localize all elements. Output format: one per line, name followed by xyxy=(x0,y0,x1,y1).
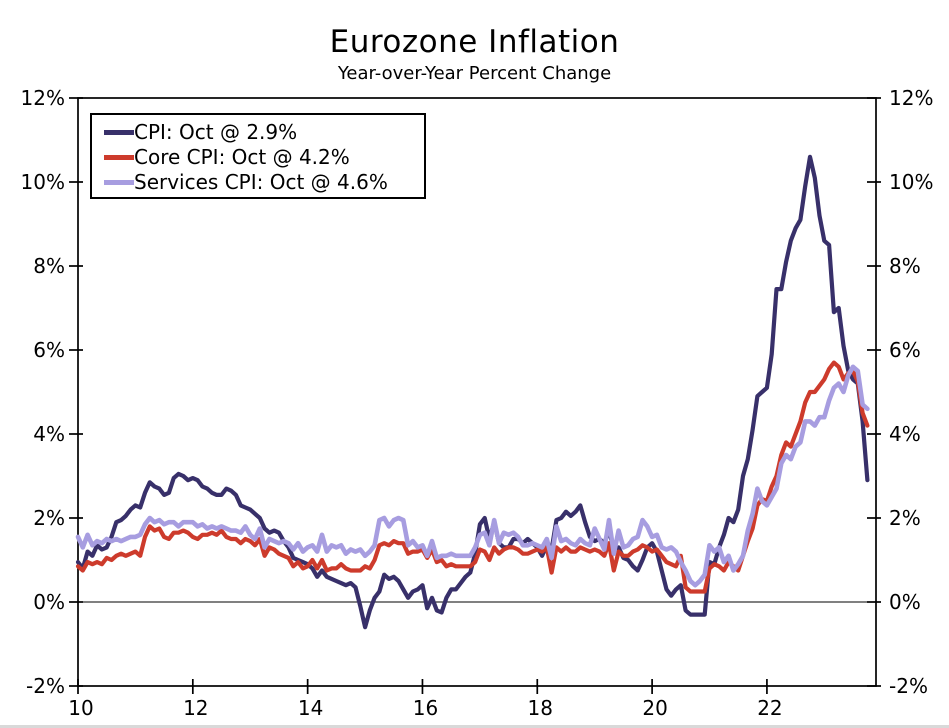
legend-item: Services CPI: Oct @ 4.6% xyxy=(104,170,424,195)
x-axis-label: 16 xyxy=(413,696,438,720)
y-axis-label-right: 0% xyxy=(889,590,921,614)
y-axis-label-right: 12% xyxy=(889,86,933,110)
y-axis-label-left: 2% xyxy=(33,506,65,530)
core-cpi-line-swatch xyxy=(104,155,134,160)
cpi-line-swatch xyxy=(104,130,134,135)
y-axis-label-right: 10% xyxy=(889,170,933,194)
y-axis-label-left: 4% xyxy=(33,422,65,446)
chart-subtitle: Year-over-Year Percent Change xyxy=(337,63,612,84)
x-axis-label: 22 xyxy=(757,696,782,720)
legend-item: CPI: Oct @ 2.9% xyxy=(104,120,424,145)
x-axis-label: 18 xyxy=(528,696,553,720)
y-axis-label-right: -2% xyxy=(889,674,928,698)
chart-title: Eurozone Inflation xyxy=(329,24,620,60)
window-edge xyxy=(0,725,949,728)
y-axis-label-left: 8% xyxy=(33,254,65,278)
y-axis-label-left: -2% xyxy=(26,674,65,698)
legend: CPI: Oct @ 2.9% Core CPI: Oct @ 4.2% Ser… xyxy=(90,113,426,199)
y-axis-label-right: 4% xyxy=(889,422,921,446)
y-axis-label-right: 2% xyxy=(889,506,921,530)
y-axis-label-left: 10% xyxy=(21,170,65,194)
line-services-cpi xyxy=(75,364,870,588)
y-axis-label-left: 6% xyxy=(33,338,65,362)
x-axis-label: 20 xyxy=(642,696,667,720)
plot-border xyxy=(77,97,877,687)
legend-item: Core CPI: Oct @ 4.2% xyxy=(104,145,424,170)
x-axis-label: 14 xyxy=(298,696,323,720)
services-cpi-line-swatch xyxy=(104,180,134,185)
x-axis-label: 12 xyxy=(183,696,208,720)
legend-label-services-cpi: Services CPI: Oct @ 4.6% xyxy=(134,170,388,194)
legend-label-core-cpi: Core CPI: Oct @ 4.2% xyxy=(134,145,350,169)
y-axis-label-left: 0% xyxy=(33,590,65,614)
line-cpi xyxy=(75,154,870,630)
legend-label-cpi: CPI: Oct @ 2.9% xyxy=(134,120,298,144)
y-axis-label-left: 12% xyxy=(21,86,65,110)
y-axis-label-right: 6% xyxy=(889,338,921,362)
y-axis-label-right: 8% xyxy=(889,254,921,278)
x-axis-label: 10 xyxy=(68,696,93,720)
